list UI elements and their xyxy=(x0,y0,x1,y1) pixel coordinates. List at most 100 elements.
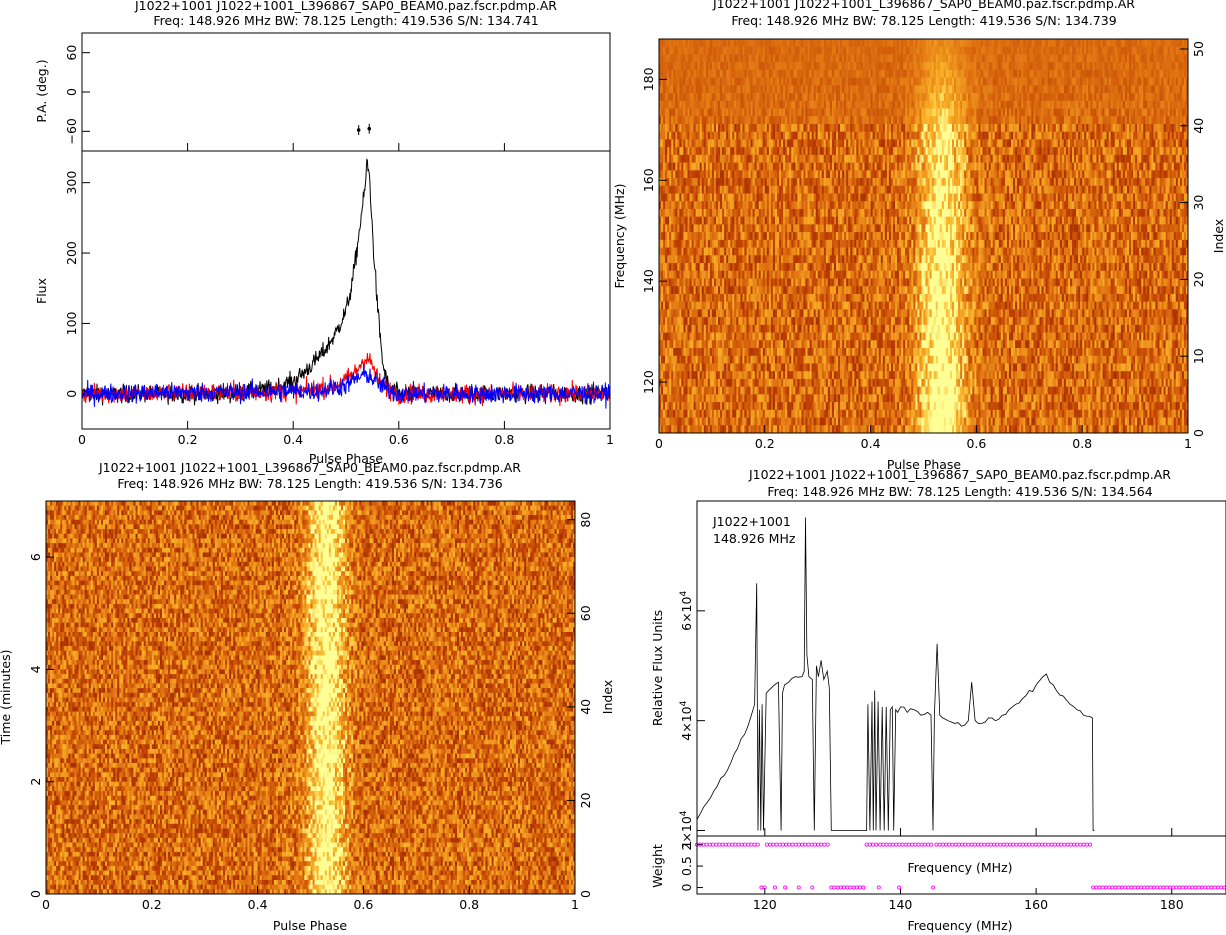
freq-heat-cell xyxy=(694,155,696,163)
freq-heat-cell xyxy=(987,93,989,101)
freq-heat-cell xyxy=(1115,139,1117,147)
freq-heat-cell xyxy=(1072,47,1074,55)
freq-heat-cell xyxy=(820,78,822,86)
freq-heat-cell xyxy=(820,139,822,147)
freq-heat-cell xyxy=(1072,147,1074,155)
freq-heat-cell xyxy=(1033,155,1035,163)
freq-heat-cell xyxy=(816,62,818,70)
freq-heat-cell xyxy=(797,109,799,117)
freq-heat-cell xyxy=(749,62,751,70)
freq-heat-cell xyxy=(995,54,997,62)
freq-heat-cell xyxy=(673,170,675,178)
freq-heat-cell xyxy=(995,170,997,178)
freq-heat-cell xyxy=(805,62,807,70)
freq-heat-cell xyxy=(822,78,824,86)
freq-heat-cell xyxy=(742,39,744,47)
freq-heat-cell xyxy=(913,155,915,163)
freq-heat-cell xyxy=(865,163,867,171)
freq-heat-cell xyxy=(1107,116,1109,124)
freq-heat-cell xyxy=(974,124,976,132)
freq-heat-cell xyxy=(1172,85,1174,93)
freq-heat-cell xyxy=(1096,124,1098,132)
freq-heat-cell xyxy=(1113,139,1115,147)
freq-heat-cell xyxy=(1147,93,1149,101)
freq-heat-cell xyxy=(938,116,940,124)
pa-point xyxy=(367,127,371,131)
freq-heat-cell xyxy=(814,47,816,55)
freq-heat-cell xyxy=(692,178,694,186)
freq-heat-cell xyxy=(921,78,923,86)
freq-heat-cell xyxy=(1009,147,1011,155)
freq-heat-cell xyxy=(671,93,673,101)
freq-heat-cell xyxy=(838,178,840,186)
freq-heat-cell xyxy=(1019,39,1021,47)
freq-heat-cell xyxy=(1166,54,1168,62)
freq-heat-cell xyxy=(1042,54,1044,62)
freq-heat-cell xyxy=(1172,170,1174,178)
freq-heat-cell xyxy=(895,155,897,163)
freq-heat-cell xyxy=(1070,54,1072,62)
pa-ylabel: P.A. (deg.) xyxy=(34,59,49,122)
freq-heat-cell xyxy=(1037,163,1039,171)
freq-heat-cell xyxy=(803,132,805,140)
freq-heat-cell xyxy=(848,62,850,70)
freq-heat-cell xyxy=(667,54,669,62)
freq-heat-cell xyxy=(993,170,995,178)
freq-phase-subtitle: Freq: 148.926 MHz BW: 78.125 Length: 419… xyxy=(731,13,1116,28)
freq-heat-cell xyxy=(832,109,834,117)
freq-heat-cell xyxy=(1127,178,1129,186)
freq-heat-cell xyxy=(767,139,769,147)
freq-heat-cell xyxy=(1149,62,1151,70)
freq-heat-cell xyxy=(1098,147,1100,155)
freq-heat-cell xyxy=(883,109,885,117)
freq-heat-cell xyxy=(775,85,777,93)
freq-heat-cell xyxy=(681,124,683,132)
freq-heat-cell xyxy=(797,147,799,155)
freq-heat-cell xyxy=(753,39,755,47)
freq-heat-cell xyxy=(1082,101,1084,109)
freq-heat-cell xyxy=(869,85,871,93)
freq-heat-cell xyxy=(712,132,714,140)
freq-heat-cell xyxy=(702,70,704,78)
freq-heat-cell xyxy=(972,124,974,132)
freq-heat-cell xyxy=(734,101,736,109)
freq-heat-cell xyxy=(921,132,923,140)
freq-heat-cell xyxy=(1068,163,1070,171)
freq-heat-cell xyxy=(1039,178,1041,186)
freq-heat-cell xyxy=(814,170,816,178)
freq-heat-cell xyxy=(677,39,679,47)
freq-heat-cell xyxy=(964,78,966,86)
freq-heat-cell xyxy=(759,170,761,178)
freq-heat-cell xyxy=(958,124,960,132)
freq-heat-cell xyxy=(879,47,881,55)
freq-heat-cell xyxy=(775,124,777,132)
freq-heat-cell xyxy=(1013,178,1015,186)
freq-heat-cell xyxy=(1064,85,1066,93)
freq-heat-cell xyxy=(767,70,769,78)
freq-heat-cell xyxy=(710,54,712,62)
freq-heat-cell xyxy=(718,70,720,78)
freq-heat-cell xyxy=(783,39,785,47)
freq-heat-cell xyxy=(846,78,848,86)
freq-heat-cell xyxy=(942,178,944,186)
freq-heat-cell xyxy=(712,178,714,186)
freq-heat-cell xyxy=(1145,163,1147,171)
freq-heat-cell xyxy=(978,132,980,140)
freq-heat-cell xyxy=(1098,62,1100,70)
freq-heat-cell xyxy=(987,116,989,124)
freq-heat-cell xyxy=(1131,39,1133,47)
freq-heat-cell xyxy=(897,101,899,109)
freq-heat-cell xyxy=(905,116,907,124)
freq-heat-cell xyxy=(1084,124,1086,132)
freq-heat-cell xyxy=(930,47,932,55)
freq-heat-cell xyxy=(1168,101,1170,109)
freq-heat-cell xyxy=(1027,132,1029,140)
freq-heat-cell xyxy=(936,39,938,47)
freq-heat-cell xyxy=(755,170,757,178)
freq-heat-cell xyxy=(700,178,702,186)
freq-heat-cell xyxy=(822,155,824,163)
freq-heat-cell xyxy=(1092,39,1094,47)
freq-heat-cell xyxy=(826,155,828,163)
freq-heat-cell xyxy=(1013,170,1015,178)
freq-heat-cell xyxy=(761,39,763,47)
